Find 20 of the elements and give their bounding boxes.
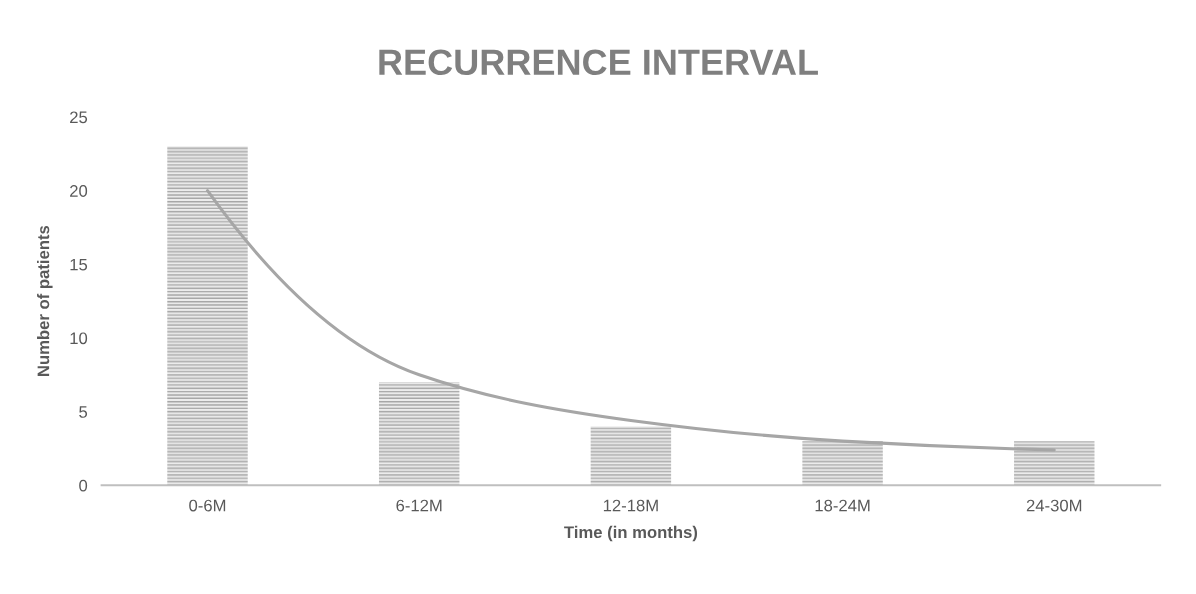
y-tick-label: 0 bbox=[79, 479, 88, 492]
line-series bbox=[205, 189, 1056, 452]
x-tick-label: 6-12M bbox=[396, 499, 442, 512]
x-tick-label: 12-18M bbox=[603, 499, 658, 512]
y-tick-label: 15 bbox=[70, 258, 88, 271]
bar bbox=[802, 441, 883, 486]
y-tick-label: 5 bbox=[79, 406, 88, 418]
x-axis-title: Time (in months) bbox=[564, 525, 698, 542]
y-tick-label: 20 bbox=[70, 185, 88, 197]
y-tick-label: 10 bbox=[70, 332, 88, 345]
bar bbox=[378, 382, 460, 486]
y-tick-label: 25 bbox=[70, 111, 88, 124]
x-tick-label: 0-6M bbox=[189, 499, 226, 512]
x-tick-label: 24-30M bbox=[1026, 499, 1082, 512]
chart-title: RECURRENCE INTERVAL bbox=[379, 49, 818, 76]
bar bbox=[167, 146, 248, 486]
bar bbox=[1014, 441, 1095, 486]
x-tick-label: 18-24M bbox=[815, 499, 870, 512]
bar bbox=[590, 426, 672, 486]
y-axis-title: Number of patients bbox=[37, 225, 53, 376]
